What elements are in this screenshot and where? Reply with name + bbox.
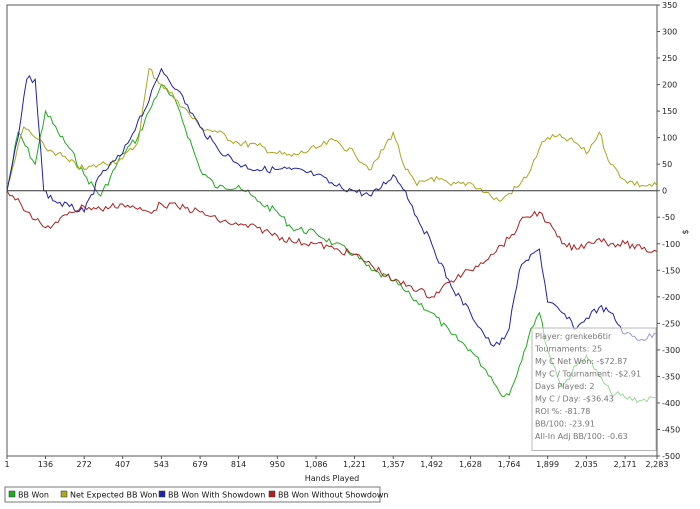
stats-line: My C Net Won: -$72.87 — [535, 357, 627, 366]
y-tick-label: 50 — [662, 160, 672, 169]
y-axis-title: $ — [681, 229, 690, 234]
stats-line: My C / Tournament: -$2.91 — [535, 370, 641, 379]
stats-box: Player: grenkeb6tir Tournaments: 25 My C N… — [531, 327, 657, 451]
stats-line: Player: grenkeb6tir — [535, 332, 612, 341]
legend: BB Won Net Expected BB Won BB Won With Sho… — [4, 486, 388, 503]
legend-swatch — [8, 490, 16, 498]
y-tick-label: -400 — [662, 399, 680, 408]
x-tick-label: 272 — [77, 460, 92, 469]
x-tick-label: 1,357 — [382, 460, 405, 469]
y-tick-label: 250 — [662, 54, 677, 63]
x-tick-label: 407 — [115, 460, 130, 469]
x-tick-label: 2,035 — [575, 460, 598, 469]
stats-line: ROI %: -81.78 — [535, 407, 590, 416]
y-tick-label: -250 — [662, 319, 680, 328]
x-tick-label: 679 — [192, 460, 207, 469]
x-tick-label: 2,171 — [614, 460, 637, 469]
legend-swatch — [268, 490, 276, 498]
y-tick-label: -300 — [662, 346, 680, 355]
stats-line: BB/100: -23.91 — [535, 420, 595, 429]
x-tick-label: 1,492 — [420, 460, 443, 469]
legend-swatch — [158, 490, 166, 498]
x-tick-label: 814 — [231, 460, 246, 469]
x-tick-label: 1,899 — [536, 460, 559, 469]
y-tick-label: -150 — [662, 266, 680, 275]
x-tick-label: 2,283 — [646, 460, 669, 469]
x-tick-label: 1,628 — [459, 460, 482, 469]
x-axis-title: Hands Played — [305, 474, 359, 483]
legend-label: BB Won — [18, 491, 49, 500]
y-tick-label: -350 — [662, 372, 680, 381]
series-line-bb-won-without-showdown — [6, 190, 658, 299]
legend-label: Net Expected BB Won — [70, 491, 157, 500]
series-line-net-expected-bb-won — [6, 68, 658, 202]
y-tick-label: 150 — [662, 107, 677, 116]
y-tick-label: 350 — [662, 1, 677, 10]
legend-label: BB Won With Showdown — [168, 491, 265, 500]
x-tick-label: 1,764 — [498, 460, 521, 469]
legend-frame — [4, 486, 381, 503]
x-axis-ticks: 1 136 272 407 543 679 814 950 1,086 1,221 1,357 1,4… — [4, 456, 668, 469]
x-tick-label: 136 — [38, 460, 53, 469]
legend-label: BB Won Without Showdown — [278, 491, 388, 500]
stats-line: All-In Adj BB/100: -0.63 — [535, 432, 628, 441]
y-tick-label: -200 — [662, 293, 680, 302]
y-tick-label: 300 — [662, 28, 677, 37]
y-tick-label: -100 — [662, 240, 680, 249]
stats-line: Days Played: 2 — [535, 382, 595, 391]
y-tick-label: -450 — [662, 425, 680, 434]
y-tick-label: -50 — [662, 213, 675, 222]
y-tick-label: 200 — [662, 81, 677, 90]
stats-box-frame — [531, 327, 657, 451]
y-tick-label: 100 — [662, 134, 677, 143]
x-tick-label: 543 — [154, 460, 169, 469]
x-tick-label: 950 — [270, 460, 285, 469]
stats-line: My C / Day: -$36.43 — [535, 395, 614, 404]
y-tick-label: -500 — [662, 452, 680, 461]
x-tick-label: 1,221 — [343, 460, 366, 469]
stats-line: Tournaments: 25 — [534, 345, 602, 354]
y-axis-ticks: 350 300 250 200 150 100 50 0 -50 -100 -150 -200 -250… — [657, 1, 680, 461]
x-tick-label: 1 — [4, 460, 9, 469]
series-line-bb-won-with-showdown — [6, 67, 658, 347]
legend-swatch — [60, 490, 68, 498]
y-tick-label: 0 — [662, 187, 667, 196]
x-tick-label: 1,086 — [305, 460, 328, 469]
